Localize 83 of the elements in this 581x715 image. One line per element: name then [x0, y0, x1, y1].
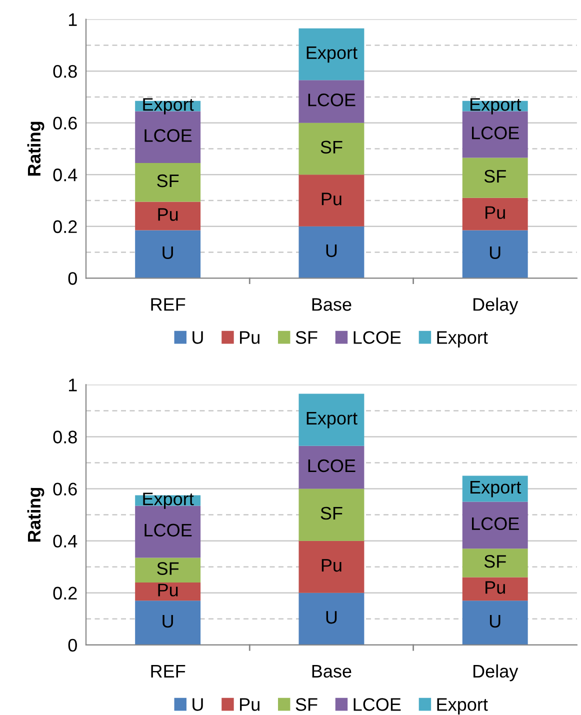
text: SF: [320, 140, 342, 154]
text: Pu: [322, 192, 342, 206]
bar: [298, 592, 364, 645]
text: SF: [157, 174, 179, 188]
legend-label: SF: [296, 698, 318, 711]
y-axis-title: Rating: [27, 122, 44, 176]
bar: [298, 226, 364, 278]
text: Export: [306, 46, 358, 63]
bar: [298, 122, 364, 175]
text: Pu: [322, 559, 342, 572]
text: LCOE: [472, 126, 519, 140]
bar: [462, 230, 528, 278]
y-tick-label: 0.6: [53, 482, 77, 496]
x-tick-label: Delay: [474, 298, 518, 314]
bar: [135, 202, 201, 230]
bar: [462, 600, 528, 645]
text: LCOE: [144, 524, 192, 537]
x-tick-label: REF: [151, 665, 186, 678]
text: Pu: [486, 581, 505, 594]
x-tick-label: Base: [312, 665, 352, 678]
text: SF: [320, 506, 342, 520]
text: Export: [470, 481, 522, 498]
text: Pu: [158, 584, 178, 596]
bar: [298, 488, 364, 541]
text: LCOE: [472, 517, 519, 530]
legend-label: Export: [437, 331, 488, 348]
y-axis-title: Rating: [27, 488, 44, 542]
x-tick-label: Delay: [474, 664, 518, 682]
text: SF: [157, 562, 179, 575]
bar: [135, 558, 201, 582]
bar: [462, 577, 528, 601]
text: LCOE: [308, 94, 356, 106]
text: Pu: [158, 208, 178, 221]
y-tick-label: 0.8: [53, 430, 77, 444]
y-tick-label: 0: [68, 272, 77, 285]
y-tick-label: 0.2: [53, 586, 77, 600]
y-tick-label: 0.6: [53, 116, 77, 130]
y-tick-label: 0.2: [53, 220, 77, 234]
x-tick-label: Base: [312, 298, 352, 311]
text: LCOE: [144, 129, 192, 142]
bar: [298, 446, 364, 489]
text: U: [326, 611, 337, 624]
legend-label: Export: [437, 698, 488, 714]
text: Export: [470, 98, 522, 114]
y-tick-label: 0: [68, 638, 77, 652]
legend-label: U: [192, 331, 203, 344]
y-tick-label: 0.8: [53, 65, 77, 78]
bar: [135, 230, 201, 278]
bar: [298, 540, 364, 593]
text: U: [162, 615, 173, 628]
y-tick-label: 1: [68, 378, 77, 392]
legend-label: Pu: [240, 698, 260, 711]
legend-label: LCOE: [354, 331, 401, 344]
bar: [298, 394, 364, 446]
text: Export: [143, 98, 194, 114]
text: U: [162, 246, 173, 260]
text: Export: [306, 412, 358, 428]
text: U: [490, 615, 500, 628]
bar: [462, 198, 528, 230]
text: SF: [484, 170, 506, 183]
legend-label: Pu: [240, 331, 260, 344]
bar: [462, 158, 528, 198]
text: LCOE: [308, 459, 356, 472]
bar: [298, 174, 364, 226]
legend-label: SF: [296, 331, 318, 344]
text: Pu: [486, 206, 505, 219]
bar: [462, 548, 528, 578]
bar: [135, 582, 201, 601]
text: Export: [143, 492, 194, 509]
y-tick-label: 0.4: [53, 534, 78, 548]
y-tick-label: 1: [68, 13, 77, 26]
bar: [135, 162, 201, 202]
bar: [298, 28, 364, 80]
text: SF: [484, 555, 506, 568]
x-tick-label: REF: [151, 298, 186, 311]
y-tick-label: 0.4: [53, 168, 78, 182]
text: U: [326, 244, 337, 258]
text: U: [490, 246, 500, 260]
bar: [135, 600, 201, 645]
bar: [298, 80, 364, 123]
legend-label: U: [192, 698, 203, 711]
legend-label: LCOE: [354, 698, 401, 711]
bar: [462, 502, 528, 549]
